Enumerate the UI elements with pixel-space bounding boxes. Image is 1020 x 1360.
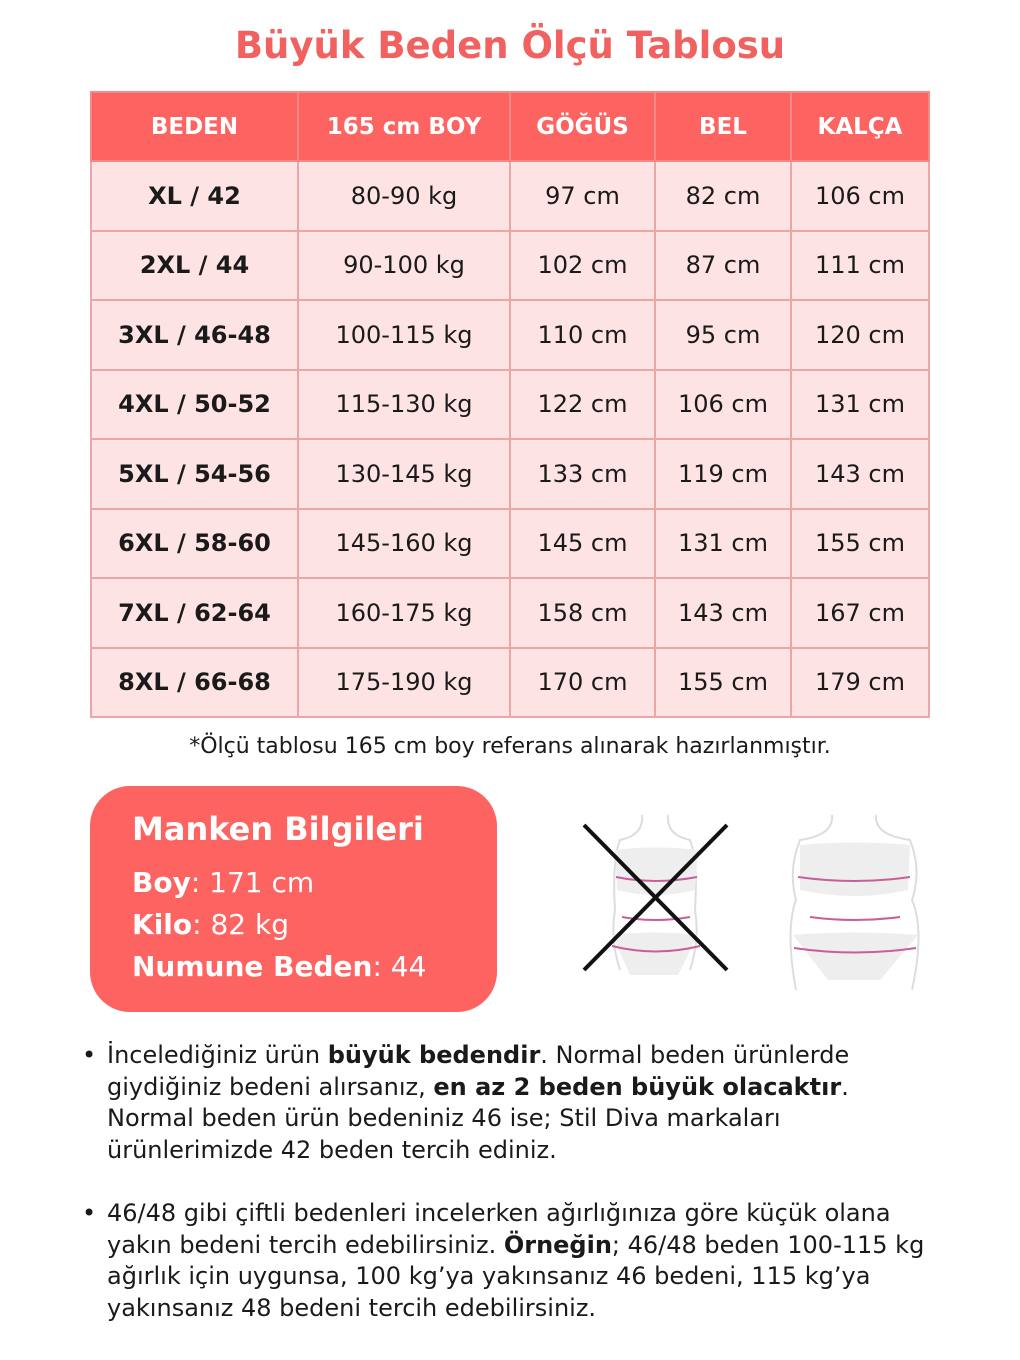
model-weight: Kilo: 82 kg <box>132 904 497 946</box>
table-cell: 106 cm <box>654 368 792 440</box>
table-cell: 145-160 kg <box>297 507 511 579</box>
size-cell: 3XL / 46-48 <box>90 299 299 371</box>
label: Kilo <box>132 908 193 941</box>
bold-text: Örneğin <box>503 1230 612 1259</box>
text: . Normal beden ürün bedeniniz 46 ise; St… <box>107 1072 849 1164</box>
table-cell: 90-100 kg <box>297 229 511 301</box>
table-cell: 122 cm <box>509 368 656 440</box>
table-cell: 80-90 kg <box>297 160 511 232</box>
table-header-row: BEDEN 165 cm BOY GÖĞÜS BEL KALÇA <box>90 91 930 162</box>
size-cell: XL / 42 <box>90 160 299 232</box>
bullet-item: 46/48 gibi çiftli bedenleri incelerken a… <box>82 1198 942 1324</box>
table-cell: 131 cm <box>790 368 930 440</box>
size-cell: 8XL / 66-68 <box>90 646 299 718</box>
info-bullets: İncelediğiniz ürün büyük bedendir. Norma… <box>82 1040 942 1356</box>
text: İncelediğiniz ürün <box>107 1041 328 1069</box>
table-cell: 115-130 kg <box>297 368 511 440</box>
table-row: 6XL / 58-60 145-160 kg 145 cm 131 cm 155 cm <box>90 507 930 579</box>
table-cell: 119 cm <box>654 438 792 510</box>
table-cell: 131 cm <box>654 507 792 579</box>
table-cell: 102 cm <box>509 229 656 301</box>
table-cell: 110 cm <box>509 299 656 371</box>
table-row: 4XL / 50-52 115-130 kg 122 cm 106 cm 131 cm <box>90 368 930 440</box>
table-cell: 106 cm <box>790 160 930 232</box>
table-cell: 179 cm <box>790 646 930 718</box>
size-cell: 2XL / 44 <box>90 229 299 301</box>
table-cell: 111 cm <box>790 229 930 301</box>
table-cell: 167 cm <box>790 577 930 649</box>
table-cell: 143 cm <box>654 577 792 649</box>
table-row: XL / 42 80-90 kg 97 cm 82 cm 106 cm <box>90 160 930 232</box>
page-title: Büyük Beden Ölçü Tablosu <box>234 24 786 67</box>
table-cell: 87 cm <box>654 229 792 301</box>
header-cell: 165 cm BOY <box>297 91 511 162</box>
value: : 82 kg <box>192 908 289 941</box>
value: : 171 cm <box>190 866 315 899</box>
size-cell: 6XL / 58-60 <box>90 507 299 579</box>
text: . Normal beden ürünlerde giydiğiniz bede… <box>107 1041 850 1101</box>
table-cell: 97 cm <box>509 160 656 232</box>
table-cell: 143 cm <box>790 438 930 510</box>
label: Boy <box>132 866 191 899</box>
table-cell: 160-175 kg <box>297 577 511 649</box>
model-height: Boy: 171 cm <box>132 862 497 904</box>
text: 46/48 gibi çiftli bedenleri incelerken a… <box>107 1199 891 1259</box>
table-cell: 133 cm <box>509 438 656 510</box>
model-info-box: Manken Bilgileri Boy: 171 cm Kilo: 82 kg… <box>90 786 497 1012</box>
table-cell: 120 cm <box>790 299 930 371</box>
header-cell: BEL <box>654 91 792 162</box>
table-cell: 130-145 kg <box>297 438 511 510</box>
header-cell: BEDEN <box>90 91 299 162</box>
table-cell: 175-190 kg <box>297 646 511 718</box>
table-cell: 95 cm <box>654 299 792 371</box>
size-cell: 7XL / 62-64 <box>90 577 299 649</box>
label: Numune Beden <box>132 950 373 983</box>
text: ; 46/48 beden 100-115 kg ağırlık için uy… <box>107 1230 925 1322</box>
model-sample-size: Numune Beden: 44 <box>132 946 497 988</box>
incorrect-body-figure <box>611 814 701 975</box>
table-cell: 170 cm <box>509 646 656 718</box>
table-cell: 155 cm <box>790 507 930 579</box>
header-cell: GÖĞÜS <box>509 91 656 162</box>
table-row: 2XL / 44 90-100 kg 102 cm 87 cm 111 cm <box>90 229 930 301</box>
table-row: 7XL / 62-64 160-175 kg 158 cm 143 cm 167 cm <box>90 577 930 649</box>
bullet-item: İncelediğiniz ürün büyük bedendir. Norma… <box>82 1040 942 1166</box>
model-info-title: Manken Bilgileri <box>132 810 424 848</box>
table-row: 5XL / 54-56 130-145 kg 133 cm 119 cm 143 cm <box>90 438 930 510</box>
size-cell: 4XL / 50-52 <box>90 368 299 440</box>
table-row: 3XL / 46-48 100-115 kg 110 cm 95 cm 120 cm <box>90 299 930 371</box>
value: : 44 <box>372 950 427 983</box>
cross-icon <box>582 823 729 972</box>
table-cell: 82 cm <box>654 160 792 232</box>
bold-text: büyük bedendir <box>327 1041 541 1069</box>
table-note: *Ölçü tablosu 165 cm boy referans alınar… <box>189 734 831 759</box>
table-cell: 158 cm <box>509 577 656 649</box>
size-table: BEDEN 165 cm BOY GÖĞÜS BEL KALÇA XL / 42… <box>90 91 930 718</box>
table-cell: 155 cm <box>654 646 792 718</box>
bold-text: en az 2 beden büyük olacaktır <box>433 1072 842 1101</box>
table-cell: 145 cm <box>509 507 656 579</box>
size-cell: 5XL / 54-56 <box>90 438 299 510</box>
body-measurement-illustrations <box>582 814 920 991</box>
header-cell: KALÇA <box>790 91 930 162</box>
correct-body-figure <box>789 814 920 991</box>
table-row: 8XL / 66-68 175-190 kg 170 cm 155 cm 179 cm <box>90 646 930 718</box>
table-cell: 100-115 kg <box>297 299 511 371</box>
